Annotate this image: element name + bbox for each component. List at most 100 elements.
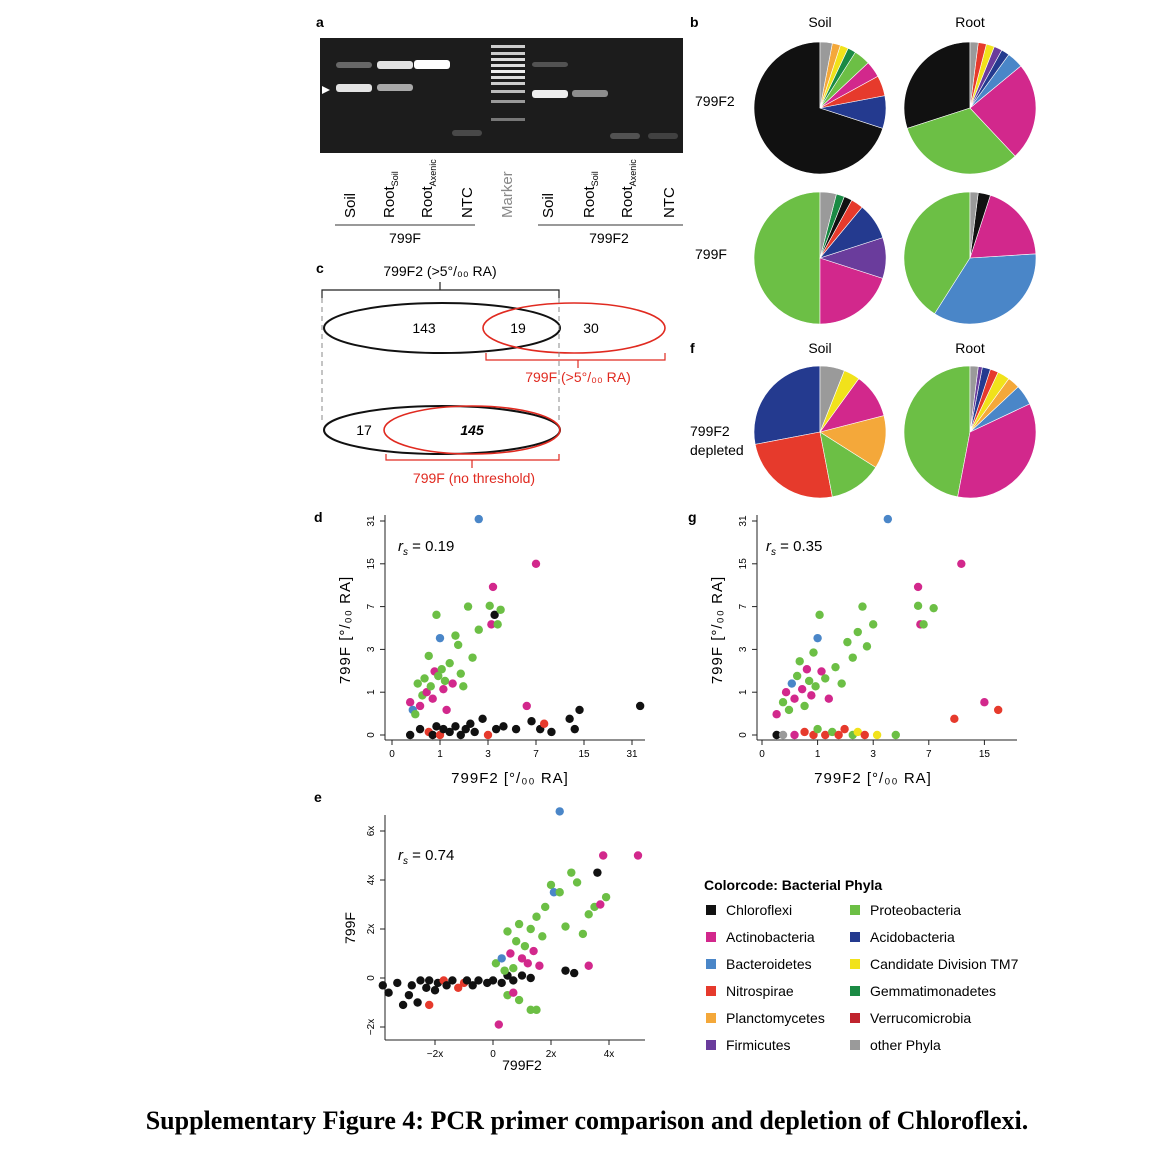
lane-subscript: Axenic (428, 159, 438, 187)
scatter-point (572, 878, 582, 887)
scatter-point (802, 665, 812, 674)
scatter-point (561, 966, 570, 975)
scatter-point (442, 981, 451, 990)
x-tick-label: 2x (546, 1049, 557, 1060)
scatter-point (831, 662, 840, 672)
scatter-point (415, 724, 425, 734)
pie-slice (819, 41, 833, 109)
scatter-point (428, 730, 437, 740)
legend-entry: Chloroflexi (726, 902, 792, 918)
venn-red-label: 799F (>5°/₀₀ RA) (525, 369, 631, 385)
pie-slice (934, 253, 1037, 325)
pie-slice (906, 107, 1016, 175)
y-tick-label: 31 (366, 515, 377, 527)
scatter-point (404, 990, 414, 1000)
legend-entry: Actinobacteria (726, 929, 815, 945)
scatter-point (442, 705, 451, 715)
scatter-point (466, 719, 475, 728)
scatter-point (491, 724, 501, 734)
venn-red-label: 799F (no threshold) (413, 470, 535, 486)
lane-subscript: Soil (590, 171, 600, 186)
scatter-point (993, 705, 1003, 715)
scatter-point (809, 730, 818, 740)
scatter-point (439, 724, 448, 734)
scatter-point (463, 602, 473, 611)
scatter-point (549, 888, 559, 897)
y-tick-label: 15 (738, 558, 749, 570)
scatter-point (432, 610, 441, 620)
scatter-point (451, 631, 460, 640)
x-tick-label: 15 (979, 749, 991, 760)
lane-label-marker: Marker (499, 171, 516, 218)
figure-caption: Supplementary Figure 4: PCR primer compa… (145, 1106, 1029, 1135)
scatter-point (393, 978, 402, 988)
scatter-point (422, 983, 431, 992)
scatter-point (454, 983, 463, 992)
scatter-point (872, 730, 882, 740)
gel-marker-ladder (491, 45, 525, 121)
scatter-point (792, 671, 802, 681)
x-tick-label: 4x (604, 1049, 615, 1060)
scatter-point (435, 633, 445, 643)
scatter-point (432, 722, 441, 731)
x-tick-label: 1 (437, 749, 443, 760)
scatter-point (531, 559, 541, 568)
pie-slice (903, 365, 971, 498)
scatter-point (456, 669, 465, 678)
scatter-point (821, 730, 830, 740)
x-tick-label: 1 (815, 749, 821, 760)
scatter-point (440, 676, 450, 686)
scatter-plot-g: 0 1 3 7 15 0 1 3 7 15 31 rs = 0.35 799F2 [°/₀₀ RA]… (709, 514, 1017, 787)
scatter-point (555, 888, 564, 897)
scatter-point (778, 698, 788, 707)
pie-slice (969, 65, 1037, 157)
panel-b-letter: b (690, 14, 699, 30)
scatter-point (853, 727, 862, 737)
legend-swatch (706, 905, 716, 915)
y-tick-label: 4x (366, 875, 377, 886)
scatter-point (807, 691, 816, 700)
scatter-point (772, 710, 781, 719)
panel-c-letter: c (316, 260, 324, 276)
scatter-point (483, 730, 493, 740)
y-tick-label: 15 (366, 558, 377, 570)
scatter-point (601, 892, 611, 902)
scatter-point (790, 694, 799, 703)
lane-label: Root (419, 185, 436, 218)
svg-text:RootSoil: RootSoil (381, 171, 400, 218)
x-tick-label: 7 (533, 749, 539, 760)
legend-swatch (706, 932, 716, 942)
legend-swatch (850, 932, 860, 942)
scatter-point (913, 601, 923, 611)
lane-label: Root (619, 185, 636, 218)
scatter-point (456, 730, 465, 740)
x-tick-label: 0 (490, 1049, 496, 1060)
scatter-point (453, 640, 463, 650)
pie-slice (753, 41, 884, 175)
legend-entry: Gemmatimonadetes (870, 983, 996, 999)
phyla-legend: Colorcode: Bacterial Phyla Chloroflexi Ac… (704, 877, 1019, 1053)
x-tick-label: 31 (626, 749, 638, 760)
scatter-point (478, 714, 487, 723)
rs-value: 0.19 (425, 538, 454, 555)
y-axis-label: 799F (342, 912, 358, 944)
scatter-point (517, 954, 527, 963)
scatter-point (514, 995, 524, 1005)
rs-value: 0.74 (425, 847, 454, 864)
scatter-point (490, 610, 499, 620)
scatter-point (957, 559, 966, 568)
x-tick-label: 3 (870, 749, 876, 760)
scatter-point (532, 1005, 541, 1015)
pie-column-label: Root (955, 340, 985, 356)
svg-text:RootSoil: RootSoil (581, 171, 600, 218)
y-axis-label: 799F [°/₀₀ RA] (337, 576, 354, 684)
scatter-point (517, 971, 527, 980)
lane-label: Soil (342, 193, 359, 218)
scatter-point (596, 900, 605, 909)
scatter-point (593, 868, 602, 877)
scatter-point (860, 730, 869, 740)
svg-text:RootAxenic: RootAxenic (619, 159, 638, 218)
y-tick-label: 3 (366, 646, 377, 652)
legend-entry: Proteobacteria (870, 902, 961, 918)
pie-slice (969, 191, 979, 259)
